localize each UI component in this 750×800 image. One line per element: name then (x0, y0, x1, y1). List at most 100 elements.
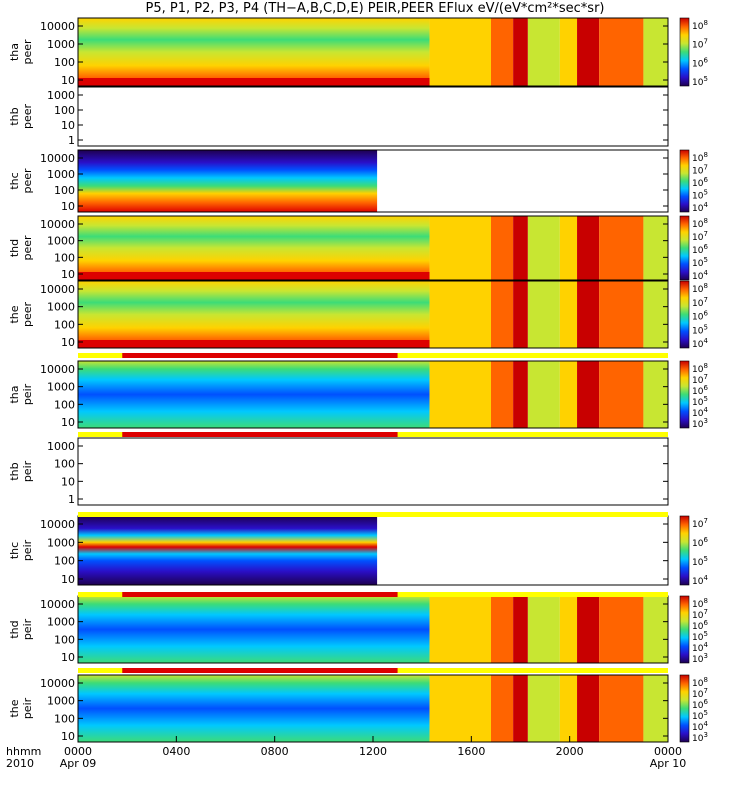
mode-bar-segment (122, 432, 398, 437)
x-date-label-end: Apr 10 (650, 757, 687, 770)
panel-tha-peer-heatmap-block (429, 18, 491, 86)
panel-thd-peir-heatmap-block (559, 596, 578, 663)
panel-the-peer-ylabel-species: peer (21, 302, 34, 328)
panel-the-peer-heatmap-block (577, 281, 600, 348)
panel-tha-peir-heatmap-early (78, 361, 430, 428)
panel-the-peer-colorbar (679, 280, 690, 349)
panel-thc-peer-ytick-label: 100 (54, 184, 75, 197)
panel-thb-peir-ytick-label: 10 (61, 475, 75, 488)
panel-the-peer-heatmap-block (559, 281, 578, 348)
panel-the-peir-ytick-label: 10 (61, 730, 75, 743)
mode-bar-segment (122, 592, 398, 597)
panel-the-peer-ytick-label: 10 (61, 336, 75, 349)
mode-bar (78, 512, 668, 517)
panel-the-peir-ytick-label: 100 (54, 712, 75, 725)
panel-thb-peir-ylabel-probe: thb (8, 462, 21, 480)
panel-tha-peir-ylabel-probe: tha (8, 385, 21, 403)
panel-tha-peir-colorbar-tick: 105 (692, 395, 708, 408)
panel-thd-peer-heatmap-block (491, 216, 514, 280)
panel-thd-peer-heatmap-block (429, 216, 491, 280)
panel-tha-peir-ytick-label: 10000 (40, 363, 75, 376)
panel-thb-peir-ytick-label: 1 (68, 493, 75, 506)
panel-the-peir-colorbar-tick: 107 (692, 687, 708, 700)
panel-the-peir-colorbar-tick: 105 (692, 709, 708, 722)
panel-tha-peir-ytick-label: 10 (61, 416, 75, 429)
panel-tha-peer-ytick-label: 100 (54, 56, 75, 69)
panel-tha-peer-ylabel-species: peer (21, 39, 34, 65)
panel-thc-peer-ytick-label: 10000 (40, 152, 75, 165)
panel-thd-peer-colorbar-tick: 104 (692, 269, 708, 282)
panel-tha-peer-heatmap-early (78, 18, 430, 86)
panel-tha-peer-ylabel-probe: tha (8, 43, 21, 61)
panel-thd-peer-ylabel-probe: thd (8, 239, 21, 257)
panel-thd-peer-heatmap-block (599, 216, 644, 280)
panel-thd-peer-colorbar-tick: 107 (692, 230, 708, 243)
panel-the-peir-heatmap-early (78, 675, 430, 742)
panel-the-peer-lowenergy-floor (78, 340, 430, 348)
panel-thc-peir-heatmap-early (78, 516, 378, 585)
panel-thd-peir-colorbar-tick: 106 (692, 619, 708, 632)
panel-thd-peir-ytick-label: 10000 (40, 598, 75, 611)
x-tick-label: 0000 (64, 745, 92, 758)
panel-thc-peer-colorbar (679, 149, 690, 213)
panel-the-peir-colorbar-tick: 106 (692, 698, 708, 711)
panel-thc-peir-ytick-label: 10000 (40, 518, 75, 531)
panel-thc-peir-colorbar-tick: 106 (692, 536, 708, 549)
panel-tha-peir-ylabel-species: peir (21, 383, 34, 405)
panel-tha-peer-heatmap-block (643, 18, 668, 86)
panel-thd-peir-ylabel-species: peir (21, 618, 34, 640)
panel-the-peer-frame (77, 280, 669, 349)
panel-thc-peir-colorbar (679, 515, 690, 586)
panel-thc-peir-ylabel-probe: thc (8, 542, 21, 559)
panel-the-peer-heatmap-block (429, 281, 491, 348)
panel-the-peer-colorbar-tick: 105 (692, 323, 708, 336)
panel-thb-peer-frame (77, 86, 669, 147)
panel-thb-peir-frame (77, 437, 669, 506)
panel-tha-peir-heatmap-block (429, 361, 491, 428)
panel-thc-peer-ylabel-species: peer (21, 168, 34, 194)
panel-thd-peir-ylabel-probe: thd (8, 620, 21, 638)
x-date-label-start: Apr 09 (60, 757, 97, 770)
x-tick-label: 0800 (261, 745, 289, 758)
panel-the-peer-colorbar-tick: 107 (692, 296, 708, 309)
panel-thd-peir-heatmap-block (577, 596, 600, 663)
panel-the-peer-colorbar-tick: 106 (692, 310, 708, 323)
panel-tha-peer-heatmap-block (491, 18, 514, 86)
x-tick-label: 2000 (556, 745, 584, 758)
panel-thd-peer-colorbar-tick: 105 (692, 256, 708, 269)
panel-tha-peer-colorbar-tick: 106 (692, 56, 708, 69)
panel-tha-peer-lowenergy-floor (78, 78, 430, 86)
panel-tha-peer-colorbar-tick: 107 (692, 38, 708, 51)
panel-thb-peer-ytick-label: 1 (68, 134, 75, 147)
panel-tha-peer-heatmap-block (527, 18, 560, 86)
panel-tha-peir-heatmap-block (513, 361, 528, 428)
panel-thd-peir-heatmap-block (491, 596, 514, 663)
panel-tha-peir-heatmap-block (643, 361, 668, 428)
panel-thd-peir-heatmap-block (527, 596, 560, 663)
panel-the-peir-colorbar-tick: 103 (692, 731, 708, 744)
panel-the-peir-heatmap-block (527, 675, 560, 742)
panel-tha-peer-frame (77, 17, 669, 87)
panel-thc-peer-colorbar-tick: 105 (692, 189, 708, 202)
panel-thd-peer-colorbar-tick: 106 (692, 243, 708, 256)
panel-thd-peir-colorbar (679, 595, 690, 664)
panel-tha-peer-ytick-label: 1000 (47, 38, 75, 51)
panel-the-peir-heatmap-block (559, 675, 578, 742)
panel-thd-peer-colorbar (679, 215, 690, 281)
panel-the-peer-ytick-label: 1000 (47, 301, 75, 314)
panel-tha-peer-ytick-label: 10 (61, 74, 75, 87)
panel-the-peir-heatmap-block (577, 675, 600, 742)
panel-thc-peir-colorbar-tick: 104 (692, 574, 708, 587)
panel-thb-peer-ylabel-species: peer (21, 104, 34, 130)
panel-thc-peer-ylabel-probe: thc (8, 172, 21, 189)
panel-tha-peir-colorbar-tick: 106 (692, 384, 708, 397)
panel-thb-peer-ytick-label: 10 (61, 119, 75, 132)
panel-thd-peir-ytick-label: 100 (54, 633, 75, 646)
panel-thd-peer-ytick-label: 1000 (47, 235, 75, 248)
panel-tha-peir-colorbar-tick: 104 (692, 406, 708, 419)
panel-thc-peer-ytick-label: 1000 (47, 168, 75, 181)
panel-the-peir-heatmap-block (599, 675, 644, 742)
panel-the-peer-ytick-label: 10000 (40, 283, 75, 296)
panel-thd-peer-ytick-label: 10 (61, 268, 75, 281)
